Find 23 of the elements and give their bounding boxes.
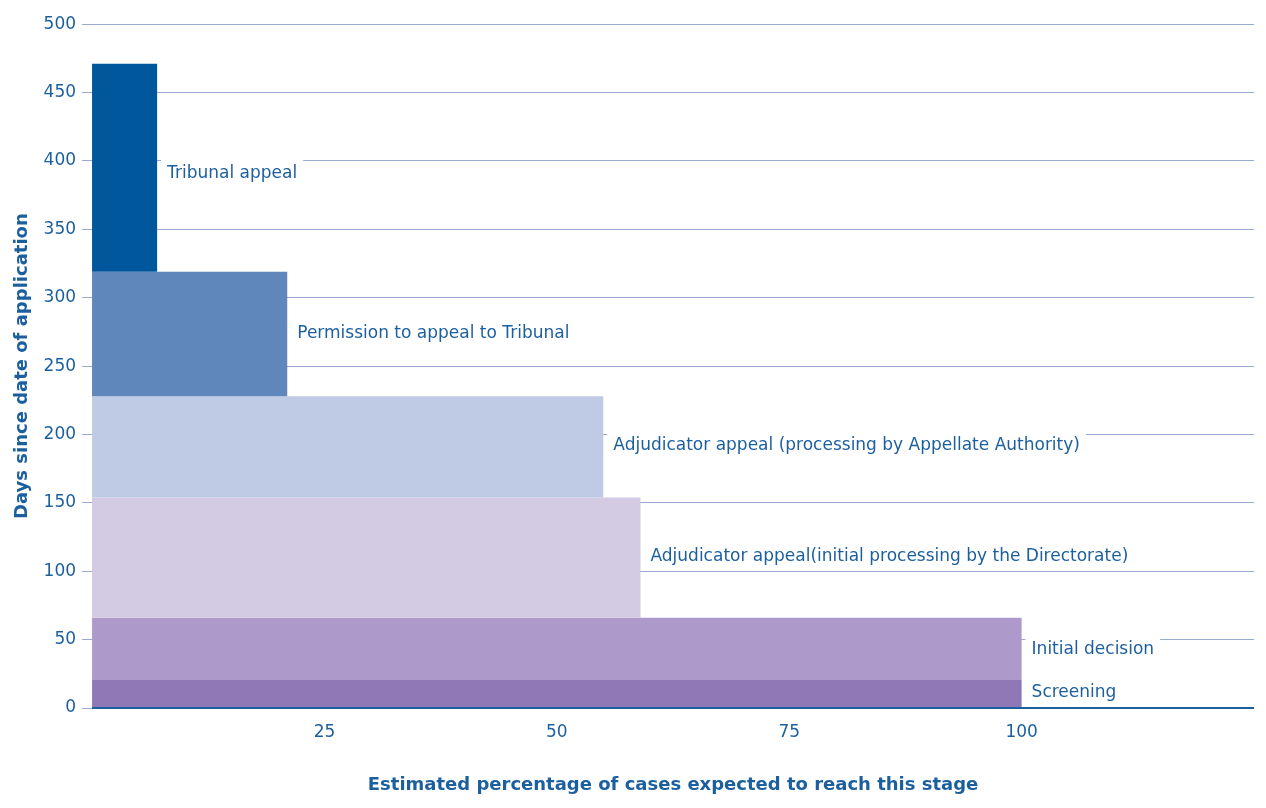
y-tick-label: 0	[65, 696, 77, 717]
y-tick-label: 50	[54, 628, 77, 649]
y-tick-label: 100	[43, 559, 77, 580]
annotation: Permission to appeal to Tribunal	[297, 321, 570, 342]
y-tick-label: 350	[43, 217, 77, 238]
y-tick-label: 400	[43, 149, 77, 170]
annotation: Adjudicator appeal(initial processing by the Directorate)	[650, 544, 1129, 565]
y-tick-label: 150	[43, 491, 77, 512]
x-tick-label: 100	[1005, 720, 1038, 741]
y-tick-label: 450	[43, 81, 77, 101]
y-axis-title: Days since date of application	[10, 213, 32, 519]
x-tick-label: 75	[778, 720, 801, 741]
annotation: Initial decision	[1031, 637, 1155, 658]
annotation: Screening	[1031, 681, 1117, 702]
y-tick-label: 250	[43, 354, 77, 375]
x-tick-label: 25	[313, 720, 336, 741]
annotation: Adjudicator appeal (processing by Appellate Authority)	[613, 433, 1080, 454]
x-tick-label: 50	[546, 720, 568, 741]
annotation: Tribunal appeal	[166, 161, 298, 182]
y-tick-label: 200	[43, 422, 77, 443]
y-tick-label: 300	[43, 286, 77, 307]
x-axis-title: Estimated percentage of cases expected to reach this stage	[367, 772, 979, 794]
y-tick-label: 500	[43, 12, 77, 33]
